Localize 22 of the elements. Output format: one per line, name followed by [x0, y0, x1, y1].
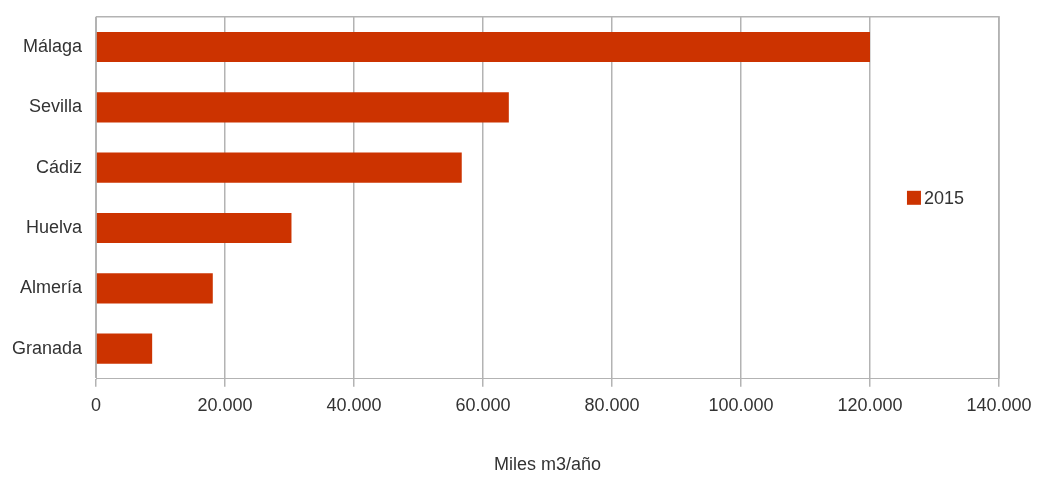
- y-tick-label: Huelva: [26, 216, 84, 237]
- bar: [96, 92, 509, 123]
- bar: [96, 152, 462, 183]
- x-tick-label: 120.000: [837, 394, 903, 415]
- x-axis-title: Miles m3/año: [494, 454, 602, 475]
- x-tick-label: 40.000: [326, 394, 382, 415]
- bar: [96, 333, 153, 364]
- x-tick-label: 20.000: [197, 394, 253, 415]
- x-tick-label: 0: [91, 394, 102, 415]
- x-tick-label: 60.000: [455, 394, 511, 415]
- bar: [96, 273, 213, 304]
- bar: [96, 31, 871, 63]
- y-tick-label: Granada: [11, 337, 84, 358]
- y-tick-label: Cádiz: [36, 156, 83, 177]
- x-tick-label: 80.000: [584, 394, 640, 415]
- y-tick-label: Málaga: [23, 35, 84, 56]
- y-tick-label: Sevilla: [29, 96, 84, 117]
- x-tick-label: 100.000: [708, 394, 774, 415]
- y-tick-label: Almería: [20, 277, 84, 298]
- legend-label: 2015: [923, 187, 964, 208]
- x-tick-label: 140.000: [966, 394, 1032, 415]
- bar: [96, 212, 292, 244]
